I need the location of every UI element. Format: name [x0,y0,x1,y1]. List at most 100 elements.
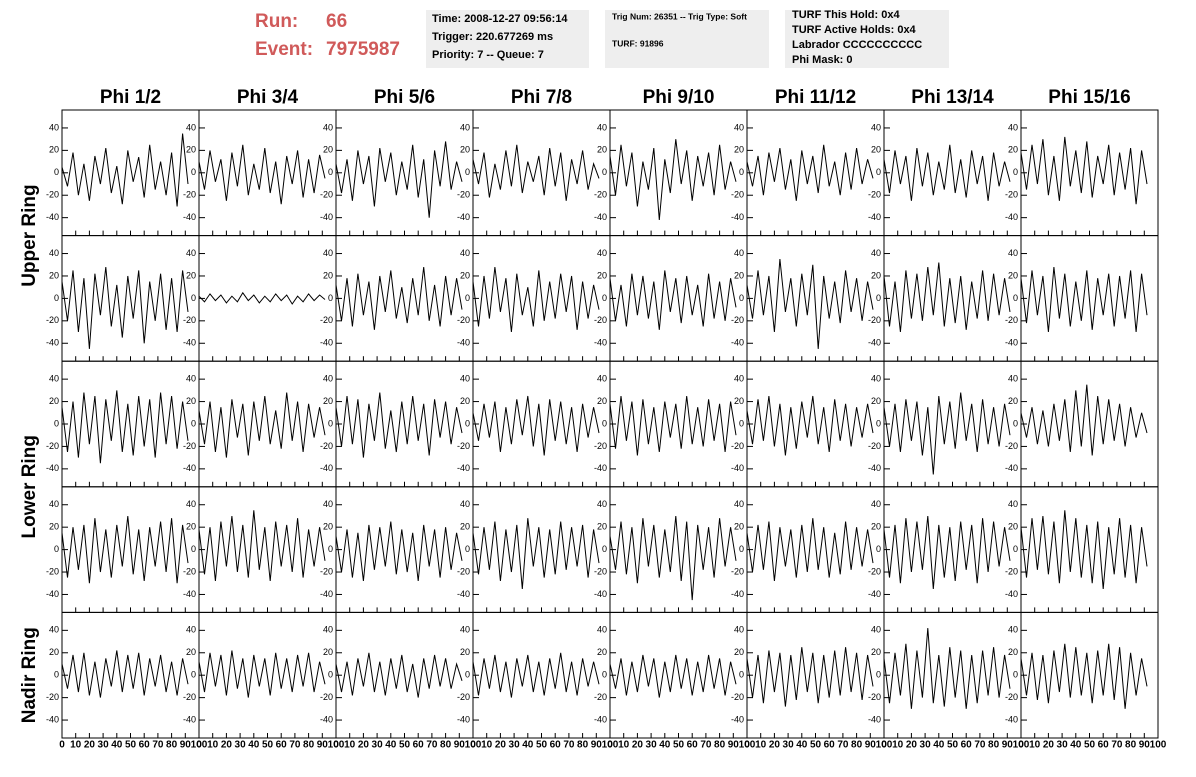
waveform [746,647,874,707]
column-title: Phi 1/2 [100,87,161,108]
y-tick-label: -40 [320,338,333,348]
y-tick-label: -20 [868,190,881,200]
x-tick-label: 10 [207,740,219,751]
y-tick-label: 20 [871,145,881,155]
x-tick-label: 100 [602,740,619,751]
y-tick-label: 0 [876,418,881,428]
y-tick-label: 0 [739,544,744,554]
row-label: Nadir Ring [19,627,40,723]
row-label: Upper Ring [19,184,40,286]
y-tick-label: 20 [460,647,470,657]
column-title: Phi 7/8 [511,87,572,108]
y-tick-label: 20 [734,396,744,406]
x-tick-label: 0 [470,740,476,751]
x-tick-label: 60 [961,740,973,751]
y-tick-label: 20 [734,145,744,155]
y-tick-label: 40 [597,374,607,384]
y-tick-label: 0 [1013,670,1018,680]
waveform [335,652,463,698]
y-tick-label: 0 [465,544,470,554]
y-tick-label: 40 [734,499,744,509]
x-tick-label: 30 [920,740,932,751]
x-tick-label: 0 [1018,740,1024,751]
y-tick-label: 0 [328,293,333,303]
y-tick-label: -40 [1005,714,1018,724]
x-tick-label: 90 [591,740,603,751]
x-tick-label: 20 [358,740,370,751]
x-tick-label: 70 [152,740,164,751]
y-tick-label: 40 [323,625,333,635]
panel-frame [746,486,885,613]
y-tick-label: 0 [465,418,470,428]
y-tick-label: 0 [54,670,59,680]
x-tick-label: 70 [1111,740,1123,751]
y-tick-label: 20 [323,647,333,657]
x-tick-label: 40 [385,740,397,751]
y-tick-label: 40 [460,499,470,509]
y-tick-label: 20 [871,647,881,657]
y-tick-label: 40 [1008,625,1018,635]
y-tick-label: -20 [731,441,744,451]
panel-frame [61,611,200,739]
row-label: Lower Ring [19,435,40,538]
y-tick-label: 40 [460,248,470,258]
y-tick-label: -40 [457,714,470,724]
y-tick-label: 20 [871,396,881,406]
y-tick-label: -20 [1005,190,1018,200]
x-tick-label: 10 [892,740,904,751]
y-tick-label: -40 [731,714,744,724]
waveform [198,144,326,205]
y-tick-label: 0 [465,167,470,177]
y-tick-label: -20 [731,315,744,325]
y-tick-label: 40 [323,499,333,509]
event-label: Event: [255,39,313,60]
x-tick-label: 20 [769,740,781,751]
panel-frame [746,235,885,362]
y-tick-label: 0 [54,167,59,177]
y-tick-label: -40 [594,212,607,222]
y-tick-label: -40 [320,714,333,724]
y-tick-label: 20 [597,270,607,280]
waveform [61,266,189,349]
waveform [883,262,1011,333]
y-tick-label: -20 [868,441,881,451]
y-tick-label: 40 [1008,499,1018,509]
y-tick-label: -20 [594,190,607,200]
y-tick-label: 20 [460,396,470,406]
y-tick-label: -40 [868,212,881,222]
x-tick-label: 60 [276,740,288,751]
y-tick-label: 0 [465,670,470,680]
y-tick-label: 20 [186,522,196,532]
waveform [746,395,874,456]
y-tick-label: 40 [323,122,333,132]
x-tick-label: 0 [744,740,750,751]
y-tick-label: 40 [323,374,333,384]
x-tick-label: 80 [1125,740,1137,751]
x-tick-label: 80 [440,740,452,751]
x-tick-label: 0 [607,740,613,751]
y-tick-label: -40 [868,338,881,348]
y-tick-label: -20 [183,566,196,576]
x-tick-label: 80 [851,740,863,751]
y-tick-label: 20 [186,270,196,280]
y-tick-label: 40 [1008,248,1018,258]
y-tick-label: 20 [1008,145,1018,155]
y-tick-label: -40 [183,338,196,348]
x-tick-label: 40 [933,740,945,751]
y-tick-label: 40 [734,248,744,258]
y-tick-label: 20 [597,145,607,155]
y-tick-label: 0 [876,670,881,680]
waveform [198,650,326,698]
y-tick-label: -40 [868,714,881,724]
x-tick-label: 80 [577,740,589,751]
column-title: Phi 3/4 [237,87,299,108]
waveform [1020,136,1148,205]
waveform [746,144,874,201]
waveform [61,390,189,464]
waveform [1020,510,1148,589]
x-tick-label: 10 [70,740,82,751]
x-tick-label: 50 [673,740,685,751]
y-tick-label: -20 [1005,441,1018,451]
y-tick-label: 40 [460,625,470,635]
y-tick-label: 20 [734,270,744,280]
